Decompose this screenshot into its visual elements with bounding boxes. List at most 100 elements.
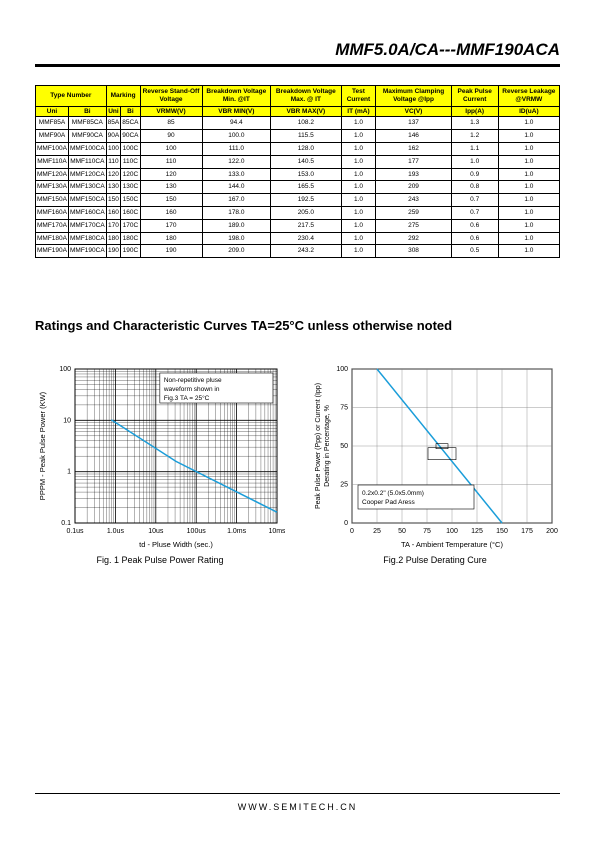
svg-text:0.1us: 0.1us bbox=[66, 528, 84, 535]
cell-vrmw: 110 bbox=[140, 155, 202, 168]
th-bdmin: Breakdown Voltage Min. @IT bbox=[202, 86, 271, 107]
cell-ipp: 1.3 bbox=[451, 117, 498, 130]
cell-uni: MMF170A bbox=[36, 219, 69, 232]
svg-text:Fig.3 TA = 25°C: Fig.3 TA = 25°C bbox=[164, 394, 210, 402]
cell-vrmw: 160 bbox=[140, 206, 202, 219]
th-reverse: Reverse Stand-Off Voltage bbox=[140, 86, 202, 107]
svg-text:100: 100 bbox=[446, 528, 458, 535]
cell-vc: 292 bbox=[376, 232, 451, 245]
table-row: MMF110AMMF110CA110110C110122.0140.51.017… bbox=[36, 155, 560, 168]
svg-text:75: 75 bbox=[423, 528, 431, 535]
footer-url: WWW.SEMITECH.CN bbox=[0, 802, 595, 812]
footer-rule bbox=[35, 793, 560, 794]
svg-text:75: 75 bbox=[340, 405, 348, 412]
chart-1: 0.1us1.0us10us100us1.0ms10ms0.1110100Non… bbox=[35, 361, 285, 565]
cell-bi: MMF85CA bbox=[68, 117, 106, 130]
cell-vbrmax: 217.5 bbox=[271, 219, 341, 232]
svg-text:175: 175 bbox=[521, 528, 533, 535]
cell-uni: MMF160A bbox=[36, 206, 69, 219]
table-row: MMF100AMMF100CA100100C100111.0128.01.016… bbox=[36, 142, 560, 155]
cell-vbrmin: 94.4 bbox=[202, 117, 271, 130]
cell-id: 1.0 bbox=[498, 155, 559, 168]
th-peak: Peak Pulse Current bbox=[451, 86, 498, 107]
cell-mbi: 90CA bbox=[121, 130, 140, 143]
cell-muni: 180 bbox=[106, 232, 121, 245]
cell-mbi: 120C bbox=[121, 168, 140, 181]
th-type: Type Number bbox=[36, 86, 107, 107]
th-bdmax: Breakdown Voltage Max. @ IT bbox=[271, 86, 341, 107]
cell-vbrmin: 167.0 bbox=[202, 194, 271, 207]
cell-vc: 243 bbox=[376, 194, 451, 207]
cell-bi: MMF90CA bbox=[68, 130, 106, 143]
cell-vbrmax: 230.4 bbox=[271, 232, 341, 245]
cell-id: 1.0 bbox=[498, 181, 559, 194]
cell-vc: 137 bbox=[376, 117, 451, 130]
th-leak: Reverse Leakage @VRMW bbox=[498, 86, 559, 107]
th-bi: Bi bbox=[68, 106, 106, 117]
cell-muni: 130 bbox=[106, 181, 121, 194]
cell-vc: 209 bbox=[376, 181, 451, 194]
cell-uni: MMF130A bbox=[36, 181, 69, 194]
svg-text:1.0ms: 1.0ms bbox=[227, 528, 247, 535]
cell-uni: MMF180A bbox=[36, 232, 69, 245]
svg-text:125: 125 bbox=[471, 528, 483, 535]
cell-muni: 90A bbox=[106, 130, 121, 143]
svg-text:150: 150 bbox=[496, 528, 508, 535]
cell-uni: MMF150A bbox=[36, 194, 69, 207]
cell-vbrmax: 108.2 bbox=[271, 117, 341, 130]
th-mbi: Bi bbox=[121, 106, 140, 117]
cell-vc: 193 bbox=[376, 168, 451, 181]
cell-vbrmax: 128.0 bbox=[271, 142, 341, 155]
cell-it: 1.0 bbox=[341, 232, 376, 245]
svg-text:TA - Ambient Temperature (°C): TA - Ambient Temperature (°C) bbox=[401, 540, 503, 549]
cell-vc: 177 bbox=[376, 155, 451, 168]
cell-ipp: 0.5 bbox=[451, 245, 498, 258]
cell-muni: 100 bbox=[106, 142, 121, 155]
cell-muni: 120 bbox=[106, 168, 121, 181]
cell-mbi: 130C bbox=[121, 181, 140, 194]
cell-muni: 190 bbox=[106, 245, 121, 258]
cell-uni: MMF100A bbox=[36, 142, 69, 155]
cell-vrmw: 120 bbox=[140, 168, 202, 181]
cell-it: 1.0 bbox=[341, 194, 376, 207]
cell-it: 1.0 bbox=[341, 181, 376, 194]
cell-id: 1.0 bbox=[498, 219, 559, 232]
cell-bi: MMF110CA bbox=[68, 155, 106, 168]
cell-vbrmax: 243.2 bbox=[271, 245, 341, 258]
cell-ipp: 1.1 bbox=[451, 142, 498, 155]
cell-it: 1.0 bbox=[341, 142, 376, 155]
svg-text:0.1: 0.1 bbox=[61, 520, 71, 527]
title-rule bbox=[35, 64, 560, 67]
th-marking: Marking bbox=[106, 86, 140, 107]
table-row: MMF130AMMF130CA130130C130144.0165.51.020… bbox=[36, 181, 560, 194]
table-row: MMF170AMMF170CA170170C170189.0217.51.027… bbox=[36, 219, 560, 232]
svg-text:10ms: 10ms bbox=[268, 528, 285, 535]
svg-text:Cooper Pad Aress: Cooper Pad Aress bbox=[362, 499, 416, 506]
svg-text:25: 25 bbox=[340, 482, 348, 489]
svg-text:100us: 100us bbox=[187, 528, 207, 535]
cell-vbrmin: 100.0 bbox=[202, 130, 271, 143]
th-vc: VC(V) bbox=[376, 106, 451, 117]
cell-muni: 170 bbox=[106, 219, 121, 232]
svg-text:10us: 10us bbox=[148, 528, 164, 535]
cell-vbrmax: 192.5 bbox=[271, 194, 341, 207]
cell-ipp: 0.7 bbox=[451, 194, 498, 207]
cell-vc: 162 bbox=[376, 142, 451, 155]
cell-mbi: 180C bbox=[121, 232, 140, 245]
svg-text:25: 25 bbox=[373, 528, 381, 535]
table-row: MMF120AMMF120CA120120C120133.0153.01.019… bbox=[36, 168, 560, 181]
cell-id: 1.0 bbox=[498, 142, 559, 155]
cell-vbrmin: 133.0 bbox=[202, 168, 271, 181]
svg-text:200: 200 bbox=[546, 528, 558, 535]
cell-uni: MMF110A bbox=[36, 155, 69, 168]
cell-vbrmin: 198.0 bbox=[202, 232, 271, 245]
cell-vrmw: 180 bbox=[140, 232, 202, 245]
svg-text:td - Pluse Width (sec.): td - Pluse Width (sec.) bbox=[139, 540, 213, 549]
cell-uni: MMF90A bbox=[36, 130, 69, 143]
cell-bi: MMF160CA bbox=[68, 206, 106, 219]
svg-text:Derating in Percentage, %: Derating in Percentage, % bbox=[324, 405, 331, 487]
svg-text:Non-repetitive pluse: Non-repetitive pluse bbox=[164, 377, 222, 384]
table-row: MMF190AMMF190CA190190C190209.0243.21.030… bbox=[36, 245, 560, 258]
cell-mbi: 85CA bbox=[121, 117, 140, 130]
cell-it: 1.0 bbox=[341, 117, 376, 130]
